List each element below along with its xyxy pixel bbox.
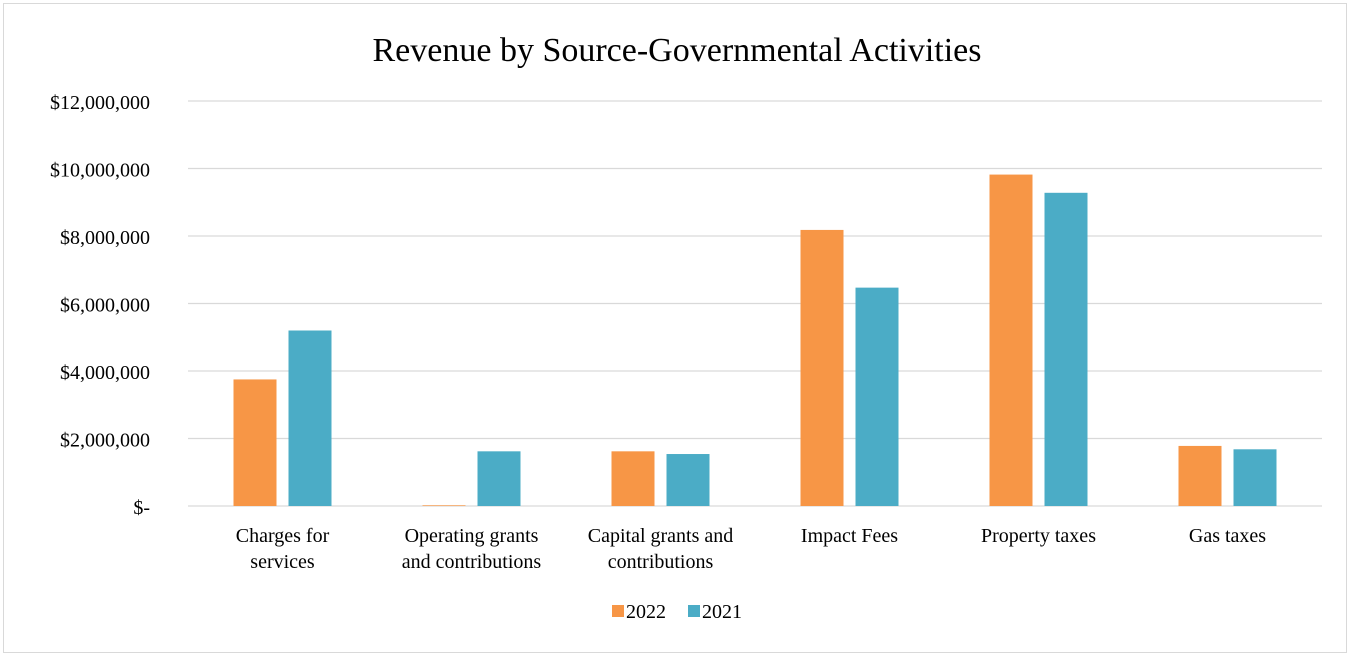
y-tick-label: $2,000,000	[60, 430, 150, 452]
y-tick-label: $8,000,000	[60, 227, 150, 249]
x-category-label: Impact Fees	[801, 525, 898, 547]
legend-swatch-2021	[688, 605, 700, 617]
legend-swatch-2022	[612, 605, 624, 617]
x-category-label: Property taxes	[981, 525, 1096, 547]
bar-2022	[1178, 445, 1222, 506]
x-axis-category-labels: Charges for services Operating grants and c…	[236, 525, 1267, 573]
x-category-label: Charges for	[236, 525, 330, 547]
legend-label-2021: 2021	[702, 601, 742, 623]
bar-2022	[989, 174, 1033, 506]
bar-2021	[1044, 192, 1088, 507]
x-category-label: Gas taxes	[1189, 525, 1266, 547]
x-category-label: services	[250, 551, 315, 573]
x-category-label: contributions	[608, 551, 714, 573]
bar-2022	[422, 505, 466, 506]
y-axis-tick-labels: $- $2,000,000 $4,000,000 $6,000,000 $8,000,0…	[50, 92, 150, 519]
bar-2021	[477, 451, 521, 506]
x-category-label: Operating grants	[405, 525, 539, 547]
bar-2022	[611, 451, 655, 506]
y-tick-label: $4,000,000	[60, 362, 150, 384]
bar-2022	[233, 379, 277, 506]
legend: 2022 2021	[612, 601, 742, 623]
chart-title: Revenue by Source-Governmental Activitie…	[373, 32, 982, 69]
bar-2022	[800, 229, 844, 507]
bars	[233, 174, 1277, 507]
bar-2021	[288, 330, 332, 506]
y-tick-label: $-	[133, 497, 150, 519]
y-tick-label: $6,000,000	[60, 295, 150, 317]
x-category-label: and contributions	[402, 551, 542, 573]
bar-2021	[1233, 449, 1277, 506]
bar-2021	[855, 287, 899, 506]
bar-2021	[666, 454, 710, 506]
x-category-label: Capital grants and	[588, 525, 734, 547]
gridlines	[188, 100, 1322, 507]
y-tick-label: $10,000,000	[50, 160, 150, 182]
legend-label-2022: 2022	[626, 601, 666, 623]
y-tick-label: $12,000,000	[50, 92, 150, 114]
chart-frame	[3, 3, 1347, 653]
